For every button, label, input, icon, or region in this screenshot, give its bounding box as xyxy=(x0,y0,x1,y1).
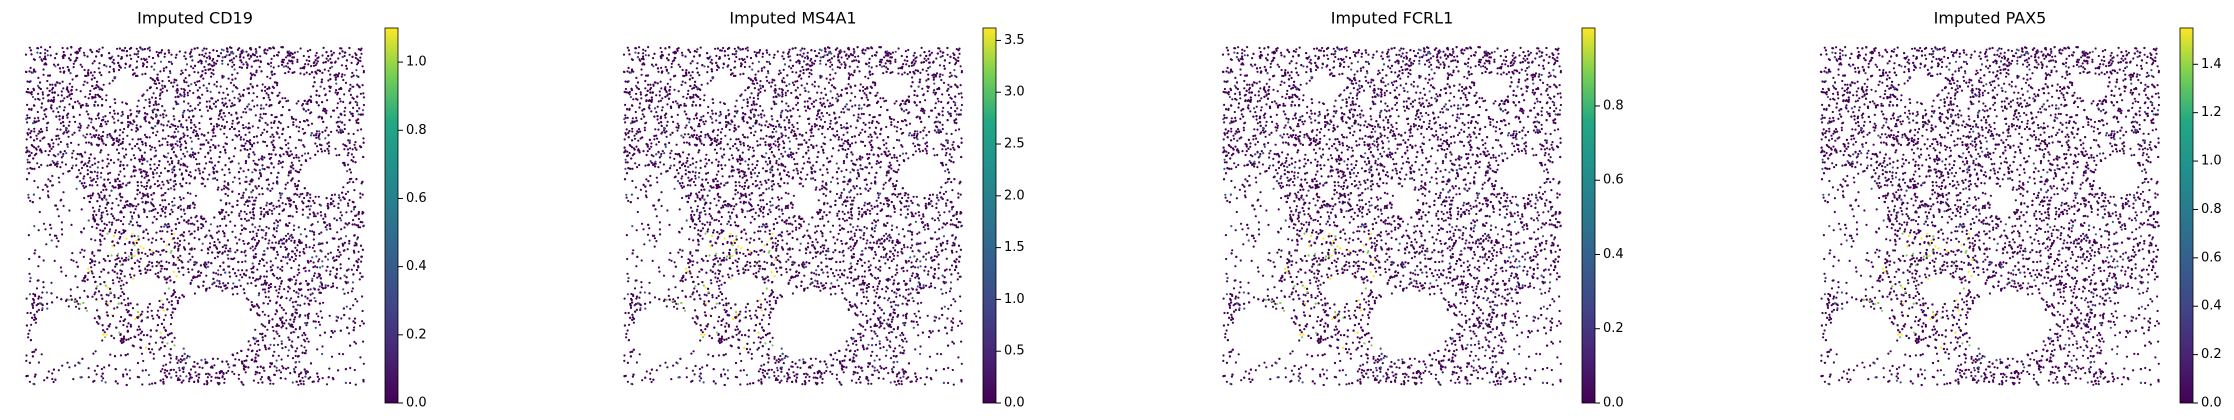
figure: Imputed CD190.00.20.40.60.81.0Imputed MS… xyxy=(24,9,2222,411)
